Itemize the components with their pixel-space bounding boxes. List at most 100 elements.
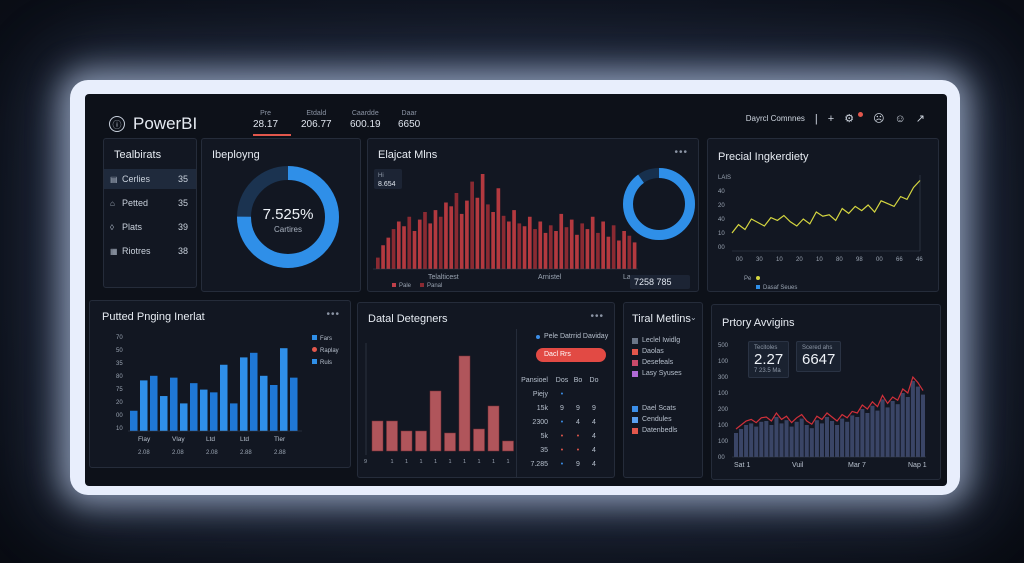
more-icon[interactable]: •••	[326, 309, 340, 320]
top-bar: ⓘ PowerBI Pre 28.17 Etdald 206.77 Caardd…	[85, 94, 947, 136]
metrics-legend-item[interactable]: Cendules	[632, 416, 672, 423]
legend-swatch	[312, 347, 317, 352]
filter-pill-button[interactable]: Dacl Rrs	[536, 348, 606, 362]
chevron-down-icon[interactable]: ⌄	[690, 313, 697, 322]
lock-icon: ⌂	[110, 198, 115, 208]
grouped-y-labels: 70 50 35 80 75 20 00 10	[116, 335, 123, 432]
metrics-legend-item[interactable]: Daolas	[632, 348, 664, 355]
more-icon[interactable]: •••	[674, 147, 688, 158]
red-x-label: 1	[420, 459, 423, 465]
bar	[554, 231, 558, 269]
stat-card-1[interactable]: Tecitoles 2.27 7 23.5 Ma	[748, 341, 790, 378]
bar	[840, 418, 845, 457]
kpi-label: Etdald	[306, 110, 327, 117]
stat-value: 2.27	[754, 351, 784, 368]
sidebar-item-petted[interactable]: ⌂ Petted 35	[104, 193, 196, 213]
bar	[575, 234, 579, 269]
bar-chart: Hi 8.654 Telalticest Arnistel Lao Pale P…	[373, 168, 695, 289]
bar	[376, 257, 380, 269]
bar	[875, 410, 880, 457]
bar	[543, 232, 548, 269]
bar	[190, 383, 198, 431]
sidebar-item-riotres[interactable]: ▦ Riotres 38	[104, 241, 196, 261]
area-bars	[734, 381, 925, 457]
bar	[799, 418, 804, 457]
grouped-y-label: 35	[116, 361, 123, 367]
active-kpi-indicator	[253, 134, 291, 136]
info-icon: ⓘ	[109, 116, 125, 132]
legend-swatch	[312, 359, 317, 364]
bar	[487, 405, 500, 452]
notification-dot	[858, 112, 864, 117]
grouped-x-sublabel: 2.08	[138, 450, 150, 456]
kpi-3[interactable]: Caardde 600.19	[350, 110, 381, 130]
bar	[512, 210, 516, 269]
bar	[824, 417, 829, 457]
table-header-cell: Do	[589, 376, 599, 384]
bar	[527, 216, 532, 269]
metrics-legend-item[interactable]: Leclel Iwidlg	[632, 337, 680, 344]
metrics-legend-item[interactable]: Datenbedls	[632, 427, 677, 434]
brand[interactable]: ⓘ PowerBI	[109, 114, 197, 134]
legend-swatch	[392, 283, 396, 287]
table-row[interactable]: 7.285 • 9 4	[520, 457, 602, 471]
plus-icon[interactable]: +	[827, 112, 835, 125]
legend-label: Dael Scats	[642, 405, 676, 412]
kpi-4[interactable]: Daar 6650	[398, 110, 420, 130]
line-x-labels: 00 30 10 20 10 80 98 00 66 46	[736, 257, 923, 263]
bar	[885, 407, 890, 457]
bar	[585, 229, 590, 269]
table-cell: •	[560, 418, 564, 426]
bar	[819, 423, 824, 457]
face-icon[interactable]: ☹	[873, 113, 885, 125]
sidebar-item-cerlies[interactable]: ▤ Cerlies 35	[104, 169, 196, 189]
bar	[880, 399, 885, 457]
stat-card-2[interactable]: Scered ahs 6647	[796, 341, 842, 372]
table-row[interactable]: 35 • • 4	[520, 443, 602, 457]
table-row[interactable]: 5k • • 4	[520, 429, 602, 443]
bar	[900, 393, 905, 457]
bar-series	[376, 174, 637, 269]
metrics-legend-item[interactable]: Desefeals	[632, 359, 673, 366]
bar	[438, 216, 443, 269]
red-x-label: 1	[405, 459, 408, 465]
bar	[744, 425, 749, 457]
kpi-2[interactable]: Etdald 206.77	[301, 110, 332, 130]
share-icon[interactable]: ↗	[915, 113, 925, 125]
metrics-legend-item[interactable]: Dael Scats	[632, 405, 676, 412]
bell-icon[interactable]: ⚙	[844, 113, 855, 125]
area-chart: 500 100 300 100 200 100 100 00 Sat 1 Vuil Mar 7 Na…	[718, 343, 927, 469]
table-cell: 4	[592, 446, 596, 454]
line-y-label: 00	[718, 245, 725, 251]
kpi-1[interactable]: Pre 28.17	[253, 110, 278, 130]
table-row[interactable]: Piejy •	[520, 387, 602, 401]
more-icon[interactable]: •••	[590, 311, 604, 322]
table-cell: 4	[592, 460, 596, 468]
line-y-title: LAIS	[718, 175, 731, 181]
metrics-legend-item[interactable]: Lasy Syuses	[632, 370, 682, 377]
legend-label: Datenbedls	[642, 427, 678, 434]
bar	[491, 212, 495, 269]
bar	[386, 237, 391, 269]
bar	[774, 417, 779, 457]
line-legend-2: Dasaf Seues	[763, 285, 797, 291]
bar-badge-label: Hi	[378, 173, 384, 179]
table-row[interactable]: 15k 9 9 9	[520, 401, 602, 415]
bar	[739, 429, 744, 457]
legend-swatch	[632, 416, 638, 423]
line-x-label: 98	[856, 257, 863, 263]
bar	[386, 420, 398, 452]
workspace-label[interactable]: Dayrcl Comnnes	[745, 114, 805, 123]
divider-icon: |	[814, 112, 818, 125]
grouped-x-label: Vlay	[172, 436, 185, 443]
sidebar-item-plats[interactable]: ◊ Plats 39	[104, 217, 196, 237]
bar	[140, 380, 148, 431]
line-x-label: 10	[816, 257, 823, 263]
detail-legend-label: Pele Datrrid Daviday	[544, 333, 609, 340]
legend-label: Desefeals	[642, 359, 674, 366]
bar	[548, 225, 553, 269]
smile-icon[interactable]: ☺	[894, 112, 906, 125]
table-row[interactable]: 2300 • 4 4	[520, 415, 602, 429]
grouped-x-sublabel: 2.88	[274, 450, 286, 456]
